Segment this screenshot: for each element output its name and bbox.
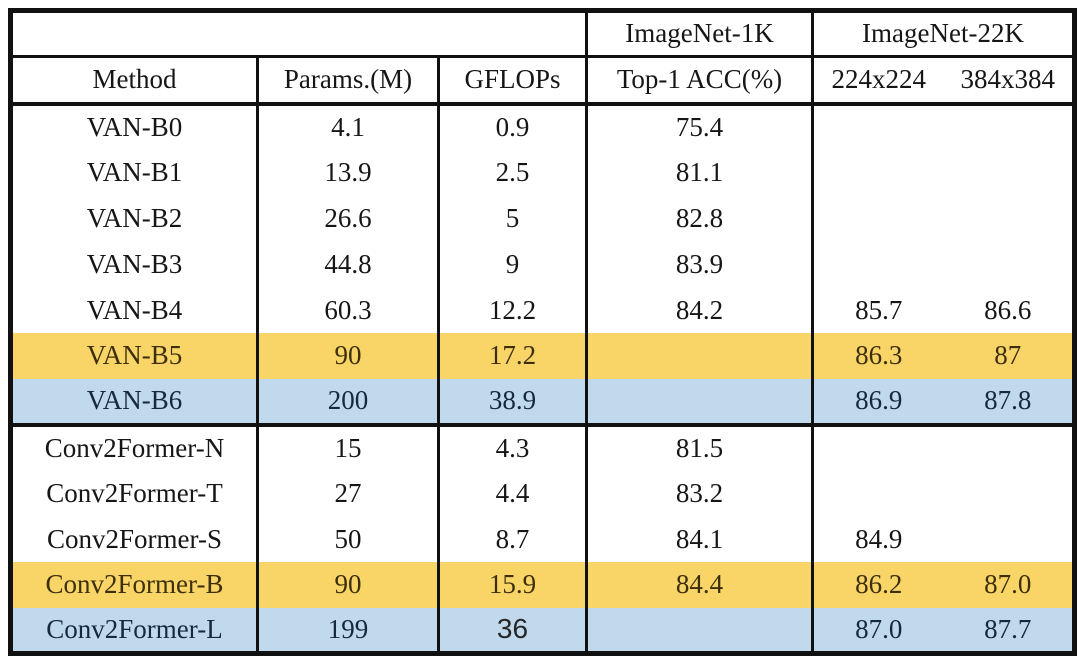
- method-cell: VAN-B5: [10, 333, 259, 379]
- gflops-cell: 38.9: [438, 378, 589, 427]
- table-row-van-b4: VAN-B4 60.3 12.2 84.2 85.7 86.6: [10, 287, 1075, 333]
- top1-cell: 83.9: [586, 241, 815, 288]
- gflops-cell: 17.2: [438, 333, 589, 379]
- top1-cell: 81.5: [586, 424, 815, 471]
- acc384-cell: 87.8: [943, 378, 1075, 427]
- table-row-conv2former-l-highlighted: Conv2Former-L 199 36 87.0 87.7: [10, 607, 1075, 654]
- method-cell: Conv2Former-N: [10, 424, 259, 471]
- top1-cell: 83.2: [586, 470, 815, 517]
- method-cell: VAN-B4: [10, 287, 259, 333]
- params-cell: 13.9: [257, 149, 440, 196]
- col-header-224x224: 224x224: [812, 56, 944, 107]
- table-row-van-b3: VAN-B3 44.8 9 83.9: [10, 241, 1075, 288]
- method-cell: Conv2Former-B: [10, 561, 259, 608]
- acc224-cell: [813, 150, 944, 196]
- acc384-cell: 87.7: [984, 613, 1032, 644]
- gflops-cell: 4.3: [438, 424, 589, 471]
- top1-cell: 84.4: [586, 561, 815, 608]
- params-cell: 90: [257, 561, 440, 608]
- top1-cell: [586, 607, 815, 654]
- top1-cell: [586, 378, 815, 427]
- acc224-cell: 86.2: [855, 569, 903, 600]
- params-cell: 15: [257, 424, 440, 471]
- top1-cell: 84.1: [586, 516, 815, 562]
- acc224-cell: [813, 425, 944, 471]
- acc224-cell: [813, 241, 944, 287]
- gflops-cell: 9: [438, 241, 589, 288]
- table-row-van-b6-highlighted: VAN-B6 200 38.9 86.9 87.8: [10, 378, 1075, 427]
- params-cell: 4.1: [257, 104, 440, 150]
- acc384-cell: [944, 241, 1075, 287]
- table-row-conv2former-b-highlighted: Conv2Former-B 90 15.9 84.4 86.2 87.0: [10, 561, 1075, 608]
- acc224-cell: 84.9: [855, 523, 903, 554]
- method-cell: VAN-B1: [10, 149, 259, 196]
- method-cell: Conv2Former-S: [10, 516, 259, 562]
- top1-cell: 75.4: [586, 104, 815, 150]
- method-cell: VAN-B0: [10, 104, 259, 150]
- acc384-cell: [944, 425, 1075, 471]
- col-header-gflops: GFLOPs: [438, 56, 589, 107]
- params-cell: 27: [257, 470, 440, 517]
- top1-cell: 82.8: [586, 195, 815, 242]
- gflops-cell-edited-sans: 36: [438, 607, 589, 654]
- params-cell: 200: [257, 378, 440, 427]
- method-cell: VAN-B3: [10, 241, 259, 288]
- acc384-cell: 87.0: [984, 569, 1032, 600]
- table-row-conv2former-s: Conv2Former-S 50 8.7 84.1 84.9: [10, 516, 1075, 562]
- method-cell: VAN-B6: [10, 378, 259, 427]
- acc224-cell: [813, 196, 944, 242]
- acc224-cell: 86.3: [855, 340, 903, 371]
- gflops-cell: 5: [438, 195, 589, 242]
- method-cell: Conv2Former-T: [10, 470, 259, 517]
- header-imagenet-22k: ImageNet-22K: [812, 10, 1075, 58]
- table-row-van-b1: VAN-B1 13.9 2.5 81.1: [10, 149, 1075, 196]
- params-cell: 60.3: [257, 287, 440, 333]
- gflops-cell: 4.4: [438, 470, 589, 517]
- acc384-cell: [944, 150, 1075, 196]
- acc224-cell: 85.7: [855, 294, 903, 325]
- acc384-cell: [944, 196, 1075, 242]
- top1-cell: 81.1: [586, 149, 815, 196]
- table-row-conv2former-n: Conv2Former-N 15 4.3 81.5: [10, 424, 1075, 471]
- acc224-cell: [813, 470, 944, 516]
- gflops-cell: 2.5: [438, 149, 589, 196]
- params-cell: 26.6: [257, 195, 440, 242]
- gflops-cell: 12.2: [438, 287, 589, 333]
- acc384-cell: 86.6: [984, 294, 1032, 325]
- table-row-van-b5-highlighted: VAN-B5 90 17.2 86.3 87: [10, 333, 1075, 379]
- table-row-van-b0: VAN-B0 4.1 0.9 75.4: [10, 104, 1075, 150]
- top1-cell: 84.2: [586, 287, 815, 333]
- col-header-top1-acc: Top-1 ACC(%): [586, 56, 815, 107]
- benchmark-results-table: ImageNet-1K ImageNet-22K Method Params.(…: [8, 8, 1078, 656]
- acc384-cell: [944, 516, 1075, 562]
- top1-cell: [586, 333, 815, 379]
- column-header-row: Method Params.(M) GFLOPs Top-1 ACC(%) 22…: [10, 56, 1075, 107]
- gflops-cell: 15.9: [438, 561, 589, 608]
- table-row-van-b2: VAN-B2 26.6 5 82.8: [10, 195, 1075, 242]
- blank-header-cell: [10, 10, 589, 58]
- params-cell: 50: [257, 516, 440, 562]
- col-header-384x384: 384x384: [943, 56, 1075, 107]
- header-imagenet-1k: ImageNet-1K: [586, 10, 815, 58]
- acc224-cell: 87.0: [855, 613, 903, 644]
- table-row-conv2former-t: Conv2Former-T 27 4.4 83.2: [10, 470, 1075, 517]
- gflops-cell: 8.7: [438, 516, 589, 562]
- method-cell: Conv2Former-L: [10, 607, 259, 654]
- params-cell: 199: [257, 607, 440, 654]
- params-cell: 90: [257, 333, 440, 379]
- acc384-cell: 87: [994, 340, 1022, 371]
- acc224-cell: 86.9: [812, 378, 944, 427]
- acc224-cell: [813, 104, 944, 150]
- gflops-cell: 0.9: [438, 104, 589, 150]
- dataset-header-row: ImageNet-1K ImageNet-22K: [10, 10, 1075, 58]
- col-header-params: Params.(M): [257, 56, 440, 107]
- params-cell: 44.8: [257, 241, 440, 288]
- method-cell: VAN-B2: [10, 195, 259, 242]
- col-header-method: Method: [10, 56, 259, 107]
- acc384-cell: [944, 470, 1075, 516]
- acc384-cell: [944, 104, 1075, 150]
